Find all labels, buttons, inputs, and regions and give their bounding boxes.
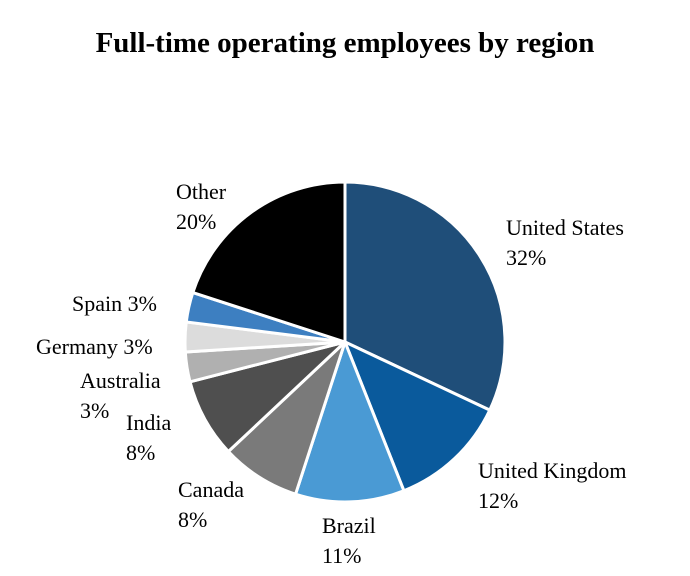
slice-label-value: 32%	[506, 245, 546, 270]
slice-label-value: 11%	[322, 543, 362, 568]
pie-slice-other	[190, 180, 347, 345]
chart-title: Full-time operating employees by region	[95, 27, 595, 59]
slice-label-value: Spain 3%	[72, 291, 157, 316]
pie-labels: United States 32% United Kingdom 12% Brazil 1…	[36, 179, 627, 568]
slice-label-value: 8%	[178, 507, 207, 532]
slice-label-value: 12%	[478, 488, 518, 513]
pie-slice-brazil	[293, 337, 406, 504]
slice-label-name: Brazil	[322, 513, 376, 538]
slice-label-name: Canada	[178, 477, 244, 502]
slice-label-value: 20%	[176, 209, 216, 234]
slice-label-name: Other	[176, 179, 227, 204]
pie-slices	[183, 180, 507, 504]
slice-label-name: India	[126, 410, 171, 435]
slice-label-name: United Kingdom	[478, 458, 627, 483]
slice-label-name: United States	[506, 215, 624, 240]
slice-label-spain: Spain 3%	[72, 291, 157, 316]
slice-label-brazil: Brazil 11%	[322, 513, 376, 568]
slice-label-united-kingdom: United Kingdom 12%	[478, 458, 627, 513]
slice-label-value: 3%	[80, 398, 109, 423]
slice-label-australia: Australia 3%	[80, 368, 161, 423]
slice-label-name: Australia	[80, 368, 161, 393]
slice-label-other: Other 20%	[176, 179, 227, 234]
slice-label-value: 8%	[126, 440, 155, 465]
pie-slice-united-kingdom	[342, 339, 492, 493]
slice-label-united-states: United States 32%	[506, 215, 624, 270]
pie-slice-united-states	[343, 180, 507, 413]
slice-label-india: India 8%	[126, 410, 171, 465]
slice-label-value: Germany 3%	[36, 334, 153, 359]
slice-label-canada: Canada 8%	[178, 477, 244, 532]
slice-label-germany: Germany 3%	[36, 334, 153, 359]
